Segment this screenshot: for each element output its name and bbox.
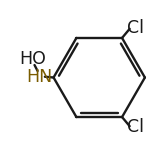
Text: HN: HN [26,68,52,86]
Text: Cl: Cl [127,19,144,37]
Text: HO: HO [19,50,46,68]
Text: Cl: Cl [127,118,144,136]
